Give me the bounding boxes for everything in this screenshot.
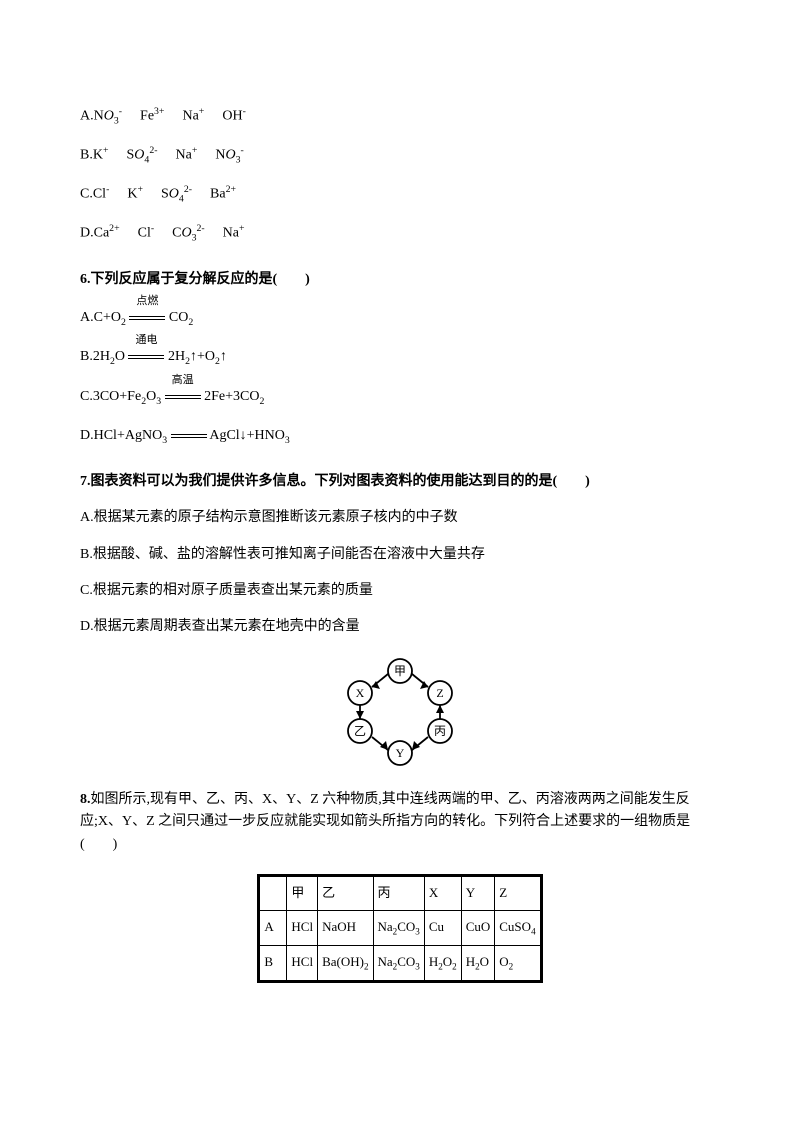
q6-opt-A: A.C+O2 点燃 CO2: [80, 305, 720, 330]
q8-header-cell: 乙: [318, 875, 373, 910]
opt-B-ions: B.K+SO42-Na+NO3-: [80, 143, 720, 168]
q6-B-lhs: B.2H: [80, 349, 110, 364]
q8-cell: Cu: [424, 910, 461, 945]
q6-B-rhs: 2H: [168, 349, 185, 364]
q6-opt-C: C.3CO+Fe2O3 高温 2Fe+3CO2: [80, 384, 720, 409]
q6-A-rhs: CO: [169, 310, 188, 325]
q6-opt-D: D.HCl+AgNO3 AgCl↓+HNO3: [80, 423, 720, 448]
q8-title: 8.如图所示,现有甲、乙、丙、X、Y、Z 六种物质,其中连线两端的甲、乙、丙溶液…: [80, 789, 720, 856]
hex-node-jia: 甲: [394, 664, 406, 678]
q8-cell: CuSO4: [495, 910, 541, 945]
q7-opt-B: B.根据酸、碱、盐的溶解性表可推知离子间能否在溶液中大量共存: [80, 544, 720, 566]
hex-node-x: X: [356, 686, 365, 700]
q8-cell: NaOH: [318, 910, 373, 945]
q6-D-rhs: AgCl↓+HNO: [209, 428, 285, 443]
hex-node-yi: 乙: [354, 724, 366, 738]
q7-opt-C: C.根据元素的相对原子质量表查出某元素的质量: [80, 580, 720, 602]
q7-title: 7.图表资料可以为我们提供许多信息。下列对图表资料的使用能达到目的的是( ): [80, 471, 720, 493]
q6-D-lhs: D.HCl+AgNO: [80, 428, 162, 443]
q8-header-cell: X: [424, 875, 461, 910]
q6-A-lhs: A.C+O: [80, 310, 121, 325]
q8-cell: H2O: [461, 945, 495, 981]
q8-header-cell: [259, 875, 287, 910]
q7-opt-D: D.根据元素周期表查出某元素在地壳中的含量: [80, 616, 720, 638]
q8-header-cell: 甲: [287, 875, 318, 910]
q8-cell: A: [259, 910, 287, 945]
q8-cell: B: [259, 945, 287, 981]
q8-cell: CuO: [461, 910, 495, 945]
q8-table: 甲乙丙XYZ AHClNaOHNa2CO3CuCuOCuSO4 BHClBa(OH)…: [257, 874, 542, 983]
hex-node-y: Y: [396, 746, 405, 760]
q6-opt-B: B.2H2O 通电 2H2↑+O2↑: [80, 344, 720, 369]
q6-C-arrow: 高温: [165, 384, 201, 408]
q8-cell: Na2CO3: [373, 945, 424, 981]
q8-header-cell: Z: [495, 875, 541, 910]
q8-cell: HCl: [287, 945, 318, 981]
q8-cell: Ba(OH)2: [318, 945, 373, 981]
q8-cell: O2: [495, 945, 541, 981]
q8-header-cell: 丙: [373, 875, 424, 910]
q6-B-arrow: 通电: [128, 344, 164, 368]
hexagon-svg: 甲 X Z 乙 丙 Y: [330, 657, 470, 767]
hex-node-z: Z: [436, 686, 443, 700]
q8-cell: Na2CO3: [373, 910, 424, 945]
q6-A-arrow: 点燃: [129, 305, 165, 329]
opt-A-ions: A.NO3-Fe3+Na+OH-: [80, 104, 720, 129]
document-page: A.NO3-Fe3+Na+OH- B.K+SO42-Na+NO3- C.Cl-K…: [0, 0, 800, 1043]
q6-D-arrow: [171, 423, 207, 447]
q8-cell: HCl: [287, 910, 318, 945]
opt-C-ions: C.Cl-K+SO42-Ba2+: [80, 182, 720, 207]
q6-C-lhs: C.3CO+Fe: [80, 389, 141, 404]
q8-header-cell: Y: [461, 875, 495, 910]
q8-cell: H2O2: [424, 945, 461, 981]
hexagon-diagram: 甲 X Z 乙 丙 Y: [80, 657, 720, 767]
q7-opt-A: A.根据某元素的原子结构示意图推断该元素原子核内的中子数: [80, 507, 720, 529]
q6-C-rhs: 2Fe+3CO: [204, 389, 259, 404]
opt-D-ions: D.Ca2+Cl-CO32-Na+: [80, 221, 720, 246]
hex-node-bing: 丙: [434, 724, 446, 738]
q6-title: 6.下列反应属于复分解反应的是( ): [80, 269, 720, 291]
